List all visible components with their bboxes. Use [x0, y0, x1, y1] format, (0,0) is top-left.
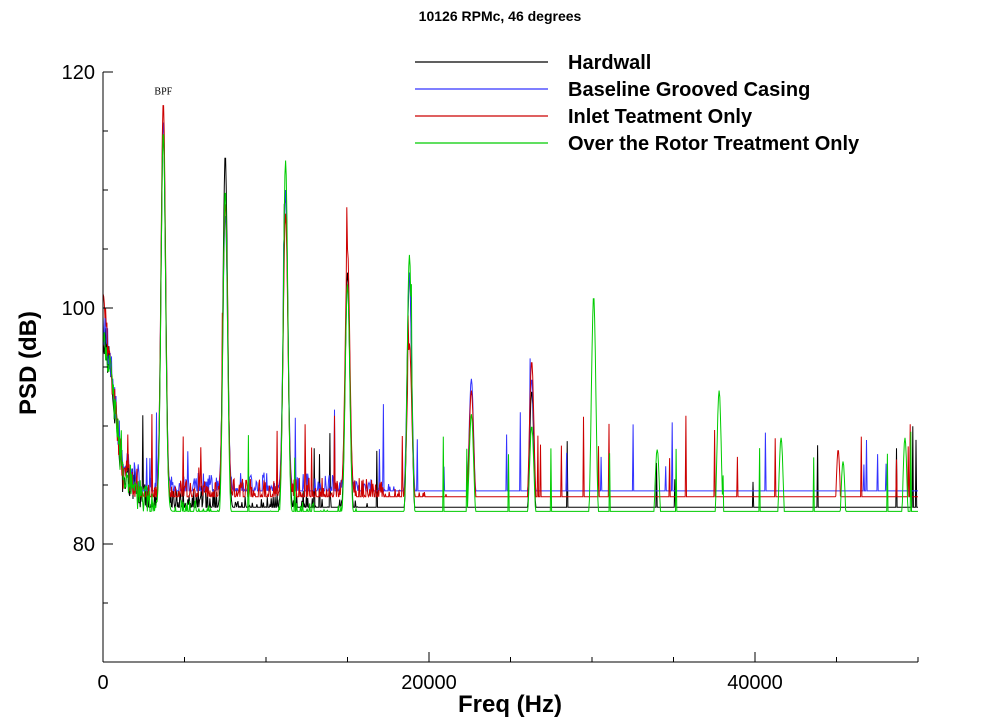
legend-label: Baseline Grooved Casing [568, 79, 810, 101]
series-line [102, 134, 918, 509]
chart-title: 10126 RPMc, 46 degrees [419, 8, 582, 24]
series-line [102, 105, 918, 499]
legend: Hardwall Baseline Grooved Casing Inlet Tea… [415, 52, 860, 155]
series-line [102, 134, 918, 513]
legend-label: Inlet Teatment Only [568, 106, 753, 128]
legend-label: Hardwall [568, 52, 651, 74]
bpf-annotation: BPF [154, 87, 172, 98]
y-tick-label: 120 [62, 62, 95, 84]
series-line [102, 122, 918, 493]
y-tick-label: 80 [73, 534, 95, 556]
x-axis-label: Freq (Hz) [458, 691, 562, 718]
plot-lines [102, 105, 918, 513]
legend-label: Over the Rotor Treatment Only [568, 133, 860, 155]
y-tick-label: 100 [62, 298, 95, 320]
y-axis-label: PSD (dB) [15, 311, 42, 415]
x-tick-label: 0 [97, 672, 108, 694]
x-tick-label: 20000 [401, 672, 457, 694]
ticks: 0 20000 40000 80 100 120 [62, 62, 919, 694]
x-tick-label: 40000 [727, 672, 783, 694]
annotations: BPF [154, 87, 172, 98]
